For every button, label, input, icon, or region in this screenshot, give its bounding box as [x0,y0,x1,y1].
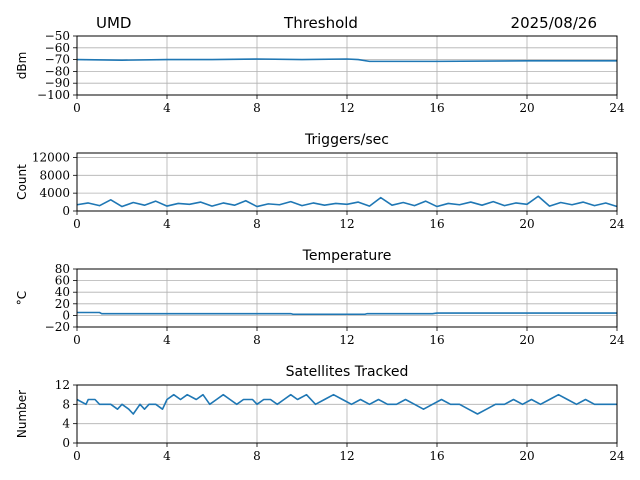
x-tick-label: 12 [339,333,354,347]
chart-title: Triggers/sec [304,132,389,148]
x-tick-label: 8 [253,217,261,231]
y-tick-label: 60 [55,274,70,288]
series-line [76,195,618,208]
x-tick-label: 16 [429,333,444,347]
series-line [76,393,617,415]
y-tick-label: 0 [62,308,70,322]
y-tick-label: 40 [55,285,70,299]
x-tick-label: 20 [519,217,534,231]
y-tick-label: 0 [62,204,70,218]
y-tick-label: −70 [45,53,70,67]
x-tick-label: 20 [519,449,534,463]
y-axis-label: dBm [15,52,29,80]
x-tick-label: 24 [609,449,625,463]
y-axis-label: °C [15,291,29,305]
chart-satellites: 0 4 8 12 16 20 24 12 8 4 0 Satellites Tracked Number [15,364,625,463]
y-tick-label: 8000 [39,168,70,182]
x-tick-label: 4 [163,217,171,231]
chart-threshold: 0 4 8 12 16 20 24 −50−60−70−80−90−100 dBm [15,29,625,115]
header-date-label: 2025/08/26 [511,14,597,32]
y-tick-label: −50 [45,29,70,43]
y-tick-label: −100 [37,88,70,102]
series-line [76,58,617,63]
x-tick-label: 16 [429,449,444,463]
x-tick-label: 12 [339,101,354,115]
x-tick-label: 8 [253,101,261,115]
x-tick-label: 0 [73,449,81,463]
x-tick-label: 24 [609,333,625,347]
x-tick-label: 16 [429,101,444,115]
y-tick-label: 4000 [39,186,70,200]
x-tick-label: 0 [73,217,81,231]
y-tick-label: −20 [45,320,70,334]
x-tick-label: 24 [609,101,625,115]
x-tick-label: 0 [73,101,81,115]
y-axis-label: Count [15,164,29,200]
x-tick-label: 8 [253,449,261,463]
y-tick-label: 4 [62,417,70,431]
chart-title: Satellites Tracked [286,364,409,380]
y-tick-label: −90 [45,76,70,90]
y-tick-label: 20 [55,297,70,311]
header-left-label: UMD [96,14,131,32]
y-tick-label: −60 [45,41,70,55]
x-tick-label: 0 [73,333,81,347]
y-tick-label: 12 [55,378,70,392]
y-tick-label: 12000 [32,150,70,164]
x-tick-label: 4 [163,333,171,347]
header-center-label: Threshold [283,14,358,32]
y-tick-label: −80 [45,64,70,78]
chart-triggers: 0 4 8 12 16 20 24 12000 8000 4000 0 Triggers/sec Cou… [15,132,625,231]
x-tick-label: 4 [163,449,171,463]
x-tick-label: 20 [519,101,534,115]
series-line [77,311,617,316]
y-axis-label: Number [15,390,29,438]
y-tick-label: 8 [62,397,70,411]
x-tick-label: 8 [253,333,261,347]
x-tick-label: 12 [339,449,354,463]
x-tick-label: 24 [609,217,625,231]
y-tick-label: 80 [55,262,70,276]
chart-title: Temperature [302,248,392,264]
x-tick-label: 16 [429,217,444,231]
chart-panels: 0 4 8 12 16 20 24 −50−60−70−80−90−100 dBm 0 4 8 12 16… [15,29,625,463]
x-tick-label: 4 [163,101,171,115]
y-tick-label: 0 [62,436,70,450]
x-tick-label: 12 [339,217,354,231]
x-tick-label: 20 [519,333,534,347]
